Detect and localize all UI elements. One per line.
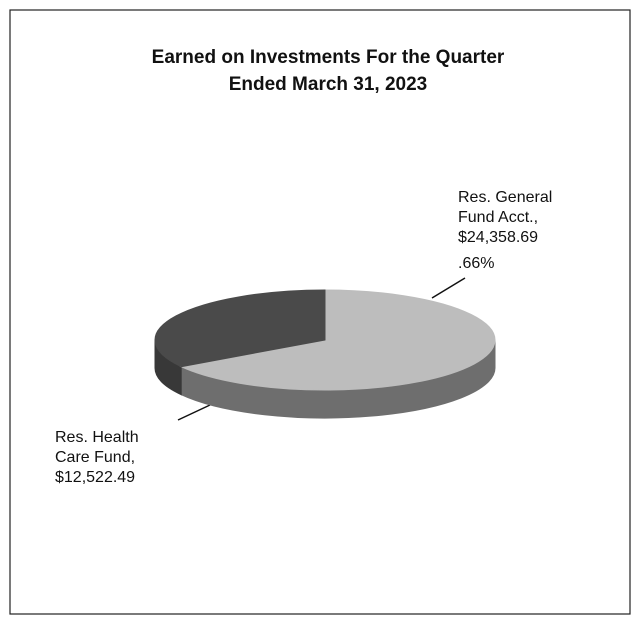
leader-line <box>177 404 211 421</box>
value-label: $24,358.69 <box>458 229 538 246</box>
value-label: $12,522.49 <box>55 469 135 486</box>
chart-title: Earned on Investments For the Quarter <box>152 47 505 68</box>
slice-label: Res. General Fund Acct., <box>458 189 552 226</box>
pie-slice <box>154 289 326 368</box>
percent-label: .66% <box>458 255 494 272</box>
pie-slice <box>179 289 496 391</box>
slice-label: Res. Health Care Fund, <box>55 429 139 466</box>
leader-line <box>431 277 466 299</box>
chart-title: Ended March 31, 2023 <box>229 74 428 95</box>
